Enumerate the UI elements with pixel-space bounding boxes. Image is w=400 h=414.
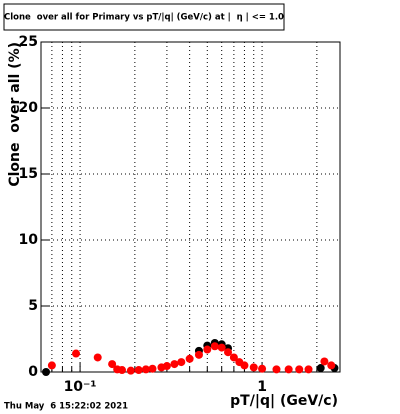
data-point [108, 360, 117, 369]
data-point [134, 366, 143, 375]
data-point [126, 366, 135, 375]
data-point [141, 365, 150, 374]
data-point [272, 365, 281, 374]
data-point [162, 362, 171, 371]
y-tick-label: 5 [28, 298, 38, 314]
data-point [210, 342, 219, 351]
data-point [258, 364, 267, 373]
x-axis-label: pT/|q| (GeV/c) [230, 393, 338, 409]
data-point [217, 343, 226, 352]
data-point [304, 365, 313, 374]
data-point [284, 365, 293, 374]
data-point [203, 345, 212, 354]
y-tick-label: 15 [19, 166, 38, 182]
data-point [320, 357, 329, 366]
y-tick-label: 25 [19, 34, 38, 50]
data-point [295, 365, 304, 374]
data-point [72, 349, 81, 358]
data-point [327, 361, 336, 370]
title-box [3, 3, 285, 31]
data-point [229, 353, 238, 362]
y-tick-label: 20 [19, 100, 39, 116]
data-point [316, 364, 325, 373]
data-point [240, 361, 249, 370]
data-point [177, 358, 186, 367]
data-point [93, 353, 102, 362]
data-point [170, 360, 179, 369]
y-tick-label: 0 [28, 364, 38, 380]
data-point [249, 363, 258, 372]
chart-title: Clone over all for Primary vs pT/|q| (Ge… [4, 13, 284, 23]
x-tick-label: 10⁻¹ [64, 379, 97, 395]
data-point [42, 368, 51, 376]
data-point [47, 361, 56, 370]
plot-frame [40, 41, 341, 373]
x-tick-label: 1 [257, 379, 267, 395]
data-point [148, 364, 157, 373]
y-axis-label: Clone over all (%) [7, 42, 23, 187]
data-point [118, 366, 127, 375]
data-point [224, 348, 233, 357]
data-point [185, 354, 194, 363]
y-tick-label: 10 [19, 232, 39, 248]
data-point [194, 350, 203, 359]
timestamp: Thu May 6 15:22:02 2021 [4, 402, 128, 412]
